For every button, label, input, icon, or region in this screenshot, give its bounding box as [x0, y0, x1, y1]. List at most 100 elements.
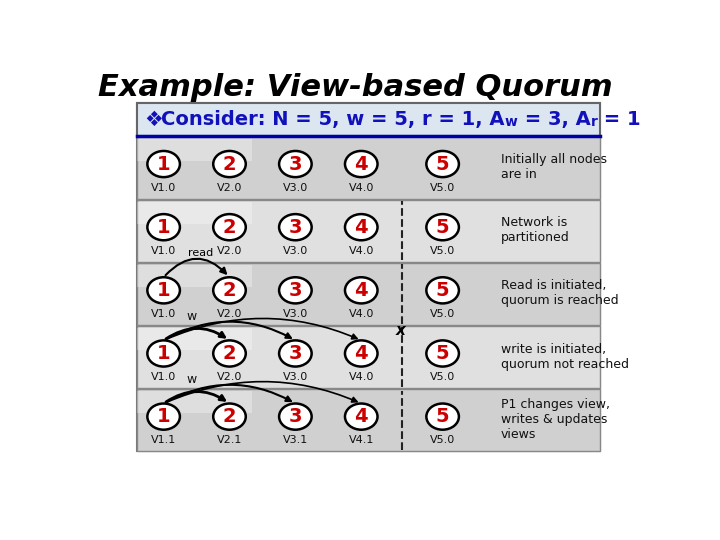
Ellipse shape	[213, 277, 246, 303]
Text: write is initiated,
quorum not reached: write is initiated, quorum not reached	[500, 342, 629, 370]
Bar	[137, 200, 600, 262]
Text: 2: 2	[222, 344, 236, 363]
Text: 4: 4	[354, 281, 368, 300]
Text: 2: 2	[222, 281, 236, 300]
Bar	[137, 392, 253, 414]
Ellipse shape	[345, 214, 377, 240]
Text: 3: 3	[289, 281, 302, 300]
Text: V1.0: V1.0	[151, 309, 176, 319]
Text: 5: 5	[436, 154, 449, 173]
Text: 1: 1	[157, 344, 171, 363]
Ellipse shape	[148, 277, 180, 303]
Text: V2.1: V2.1	[217, 435, 242, 445]
Text: = 1: = 1	[598, 110, 641, 129]
Ellipse shape	[279, 277, 312, 303]
Text: Read is initiated,
quorum is reached: Read is initiated, quorum is reached	[500, 280, 618, 307]
Ellipse shape	[426, 277, 459, 303]
Text: V4.1: V4.1	[348, 435, 374, 445]
Ellipse shape	[426, 403, 459, 430]
Text: x: x	[395, 323, 405, 338]
FancyArrowPatch shape	[166, 319, 357, 339]
Ellipse shape	[426, 340, 459, 367]
Text: V5.0: V5.0	[430, 246, 455, 256]
Text: Example: View-based Quorum: Example: View-based Quorum	[98, 72, 613, 102]
Ellipse shape	[279, 214, 312, 240]
FancyArrowPatch shape	[166, 322, 291, 339]
Text: V2.0: V2.0	[217, 183, 242, 193]
Text: P1 changes view,
writes & updates
views: P1 changes view, writes & updates views	[500, 399, 610, 441]
Text: V3.1: V3.1	[283, 435, 308, 445]
Text: 1: 1	[157, 154, 171, 173]
Text: V3.0: V3.0	[283, 372, 308, 382]
Bar	[137, 328, 253, 350]
Text: V2.0: V2.0	[217, 309, 242, 319]
Text: V4.0: V4.0	[348, 309, 374, 319]
Ellipse shape	[345, 151, 377, 177]
FancyArrowPatch shape	[166, 382, 357, 402]
Bar	[137, 139, 253, 161]
Text: V5.0: V5.0	[430, 372, 455, 382]
FancyArrowPatch shape	[166, 385, 291, 402]
Text: 5: 5	[436, 407, 449, 426]
Text: 5: 5	[436, 218, 449, 237]
Text: V5.0: V5.0	[430, 183, 455, 193]
Text: V3.0: V3.0	[283, 246, 308, 256]
Bar	[137, 262, 600, 325]
Text: 1: 1	[157, 281, 171, 300]
FancyArrowPatch shape	[166, 328, 225, 339]
Ellipse shape	[345, 403, 377, 430]
Text: w: w	[187, 309, 197, 323]
Text: 4: 4	[354, 344, 368, 363]
Text: V3.0: V3.0	[283, 183, 308, 193]
Text: 3: 3	[289, 344, 302, 363]
FancyArrowPatch shape	[166, 259, 226, 275]
Bar	[137, 326, 600, 388]
Ellipse shape	[279, 340, 312, 367]
Ellipse shape	[148, 151, 180, 177]
Text: V4.0: V4.0	[348, 372, 374, 382]
Text: 3: 3	[289, 218, 302, 237]
Text: w: w	[505, 115, 518, 129]
Ellipse shape	[279, 403, 312, 430]
Text: read: read	[188, 248, 213, 258]
Text: V4.0: V4.0	[348, 246, 374, 256]
Text: V1.0: V1.0	[151, 183, 176, 193]
Text: r: r	[590, 115, 598, 129]
Ellipse shape	[345, 340, 377, 367]
Text: 1: 1	[157, 407, 171, 426]
Ellipse shape	[426, 151, 459, 177]
Ellipse shape	[213, 403, 246, 430]
Ellipse shape	[279, 151, 312, 177]
Text: V4.0: V4.0	[348, 183, 374, 193]
Ellipse shape	[426, 214, 459, 240]
Text: V2.0: V2.0	[217, 246, 242, 256]
Text: 5: 5	[436, 281, 449, 300]
Text: V1.0: V1.0	[151, 246, 176, 256]
Ellipse shape	[148, 214, 180, 240]
Ellipse shape	[345, 277, 377, 303]
FancyArrowPatch shape	[166, 392, 225, 402]
Text: 2: 2	[222, 407, 236, 426]
Text: V5.0: V5.0	[430, 309, 455, 319]
Text: 5: 5	[436, 344, 449, 363]
Text: Initially all nodes
are in: Initially all nodes are in	[500, 153, 607, 181]
Ellipse shape	[213, 151, 246, 177]
Text: ❖: ❖	[144, 110, 163, 130]
Text: 4: 4	[354, 407, 368, 426]
Text: 2: 2	[222, 154, 236, 173]
Text: 1: 1	[157, 218, 171, 237]
Text: V2.0: V2.0	[217, 372, 242, 382]
Text: 3: 3	[289, 407, 302, 426]
Text: 4: 4	[354, 154, 368, 173]
Ellipse shape	[148, 340, 180, 367]
Bar	[137, 389, 600, 451]
Bar	[137, 265, 253, 287]
Text: 4: 4	[354, 218, 368, 237]
Text: V1.0: V1.0	[151, 372, 176, 382]
Text: V1.1: V1.1	[151, 435, 176, 445]
Text: 3: 3	[289, 154, 302, 173]
Ellipse shape	[213, 214, 246, 240]
Text: V5.0: V5.0	[430, 435, 455, 445]
Text: Network is
partitioned: Network is partitioned	[500, 217, 570, 244]
Bar	[137, 137, 600, 199]
